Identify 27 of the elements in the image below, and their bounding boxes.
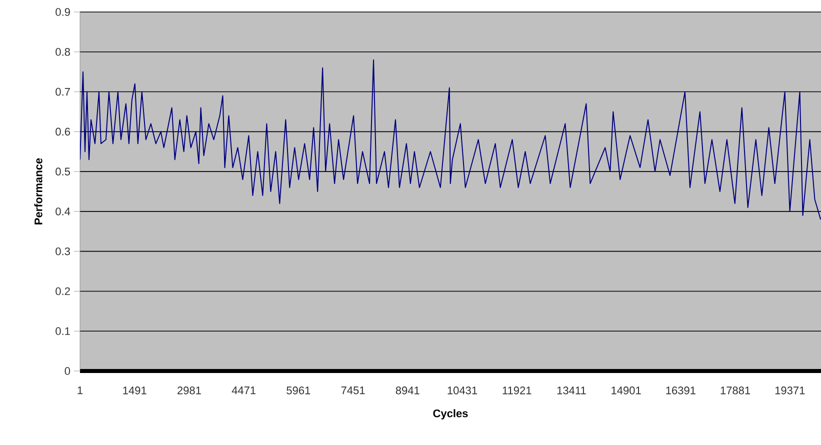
y-tick-label: 0.4: [56, 208, 70, 216]
x-tick-label: 19371: [775, 386, 805, 394]
x-tick-label: 17881: [720, 386, 750, 394]
x-tick-label: 1: [78, 386, 83, 394]
x-tick-label: 7451: [341, 386, 365, 394]
x-tick-label: 5961: [286, 386, 310, 394]
y-tick-label: 0.3: [56, 247, 70, 256]
x-tick-label: 10431: [448, 386, 478, 394]
y-tick-label: 0.9: [56, 8, 70, 16]
y-tick-label: 0.2: [56, 287, 70, 296]
x-tick-label: 13411: [557, 386, 586, 394]
y-tick-label: 0: [64, 367, 70, 375]
x-axis-title: Cycles: [433, 409, 468, 420]
y-tick-label: 0.6: [56, 128, 70, 136]
x-tick-label: 16391: [666, 386, 696, 394]
y-tick-label: 0.8: [56, 48, 70, 56]
line-series: [80, 59, 821, 220]
x-tick-label: 11921: [502, 386, 532, 394]
y-tick-label: 0.7: [56, 88, 70, 96]
x-tick-label: 1491: [123, 386, 146, 394]
x-tick-label: 14901: [612, 386, 641, 394]
x-tick-label: 8941: [396, 386, 420, 394]
y-axis-title: Performance: [34, 158, 42, 224]
y-tick-label: 0.5: [56, 168, 70, 176]
y-tick-label: 0.1: [56, 327, 70, 336]
x-tick-label: 2981: [178, 386, 201, 394]
x-tick-label: 4471: [232, 386, 256, 394]
